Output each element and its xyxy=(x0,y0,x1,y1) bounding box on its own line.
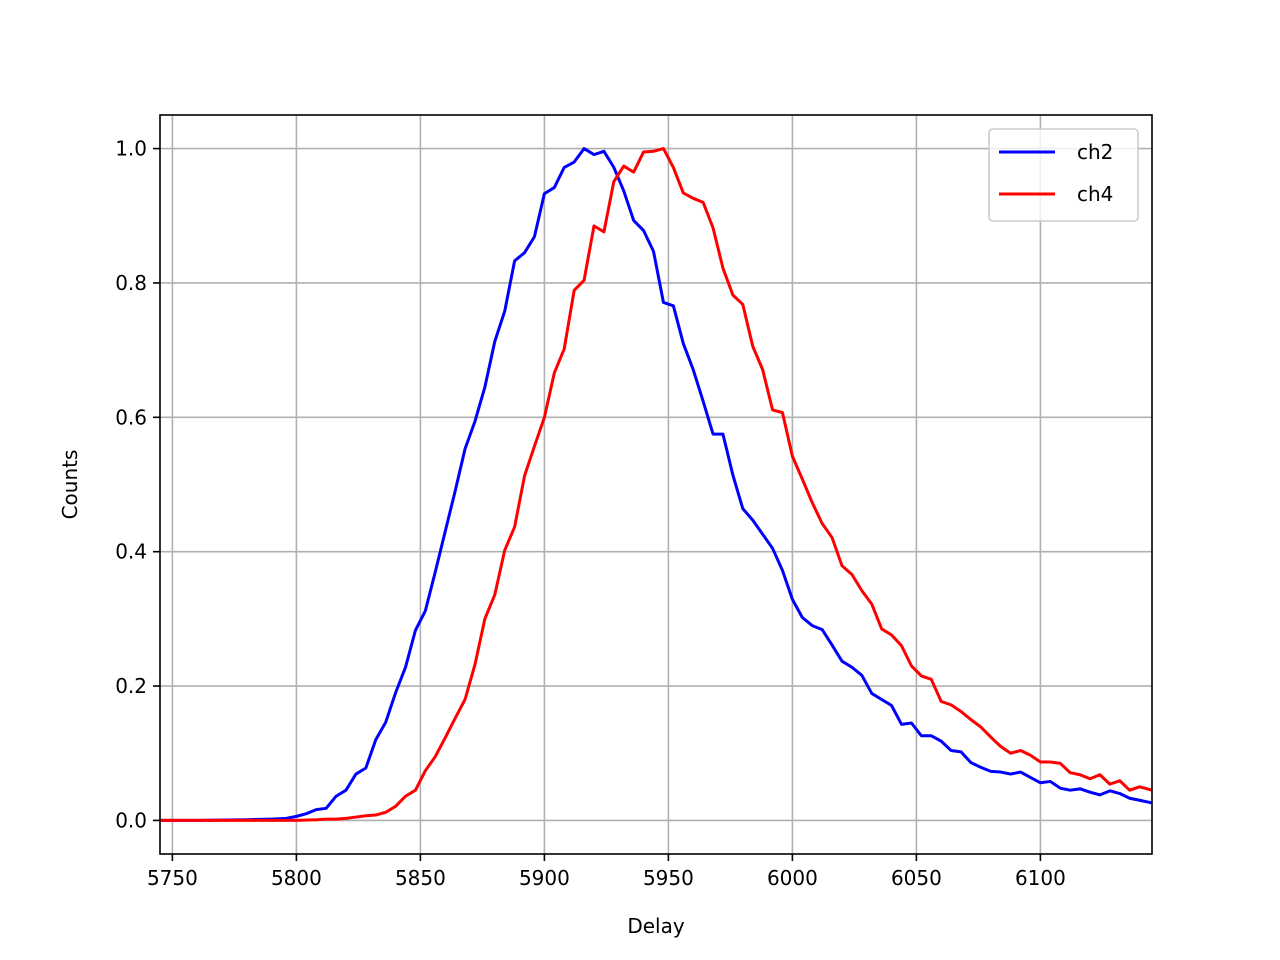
y-tick-label: 1.0 xyxy=(115,137,147,161)
y-tick-label: 0.0 xyxy=(115,808,147,832)
legend-box xyxy=(988,128,1139,222)
y-axis: 0.0 0.2 0.4 0.6 0.8 1.0 xyxy=(115,137,160,832)
legend: ch2 ch4 xyxy=(988,128,1139,222)
y-axis-label: Counts xyxy=(58,450,82,520)
plot-area xyxy=(160,115,1152,854)
y-tick-label: 0.8 xyxy=(115,271,147,295)
x-tick-label: 6000 xyxy=(767,866,818,890)
x-axis-label: Delay xyxy=(627,914,685,938)
x-tick-label: 5950 xyxy=(643,866,694,890)
x-tick-label: 6100 xyxy=(1015,866,1066,890)
y-tick-label: 0.4 xyxy=(115,540,147,564)
series-layer xyxy=(160,147,1152,822)
plot-frame xyxy=(159,114,1153,855)
x-tick-label: 5900 xyxy=(519,866,570,890)
y-tick-label: 0.6 xyxy=(115,405,147,429)
series-line-ch2 xyxy=(160,147,1152,822)
x-tick-label: 5750 xyxy=(147,866,198,890)
legend-label-ch4: ch4 xyxy=(1077,182,1113,206)
x-axis: 5750 5800 5850 5900 5950 6000 6050 6100 xyxy=(147,854,1066,890)
x-tick-label: 5800 xyxy=(271,866,322,890)
x-tick-label: 6050 xyxy=(891,866,942,890)
legend-label-ch2: ch2 xyxy=(1077,140,1113,164)
series-line-ch4 xyxy=(160,147,1152,822)
y-tick-label: 0.2 xyxy=(115,674,147,698)
x-tick-label: 5850 xyxy=(395,866,446,890)
